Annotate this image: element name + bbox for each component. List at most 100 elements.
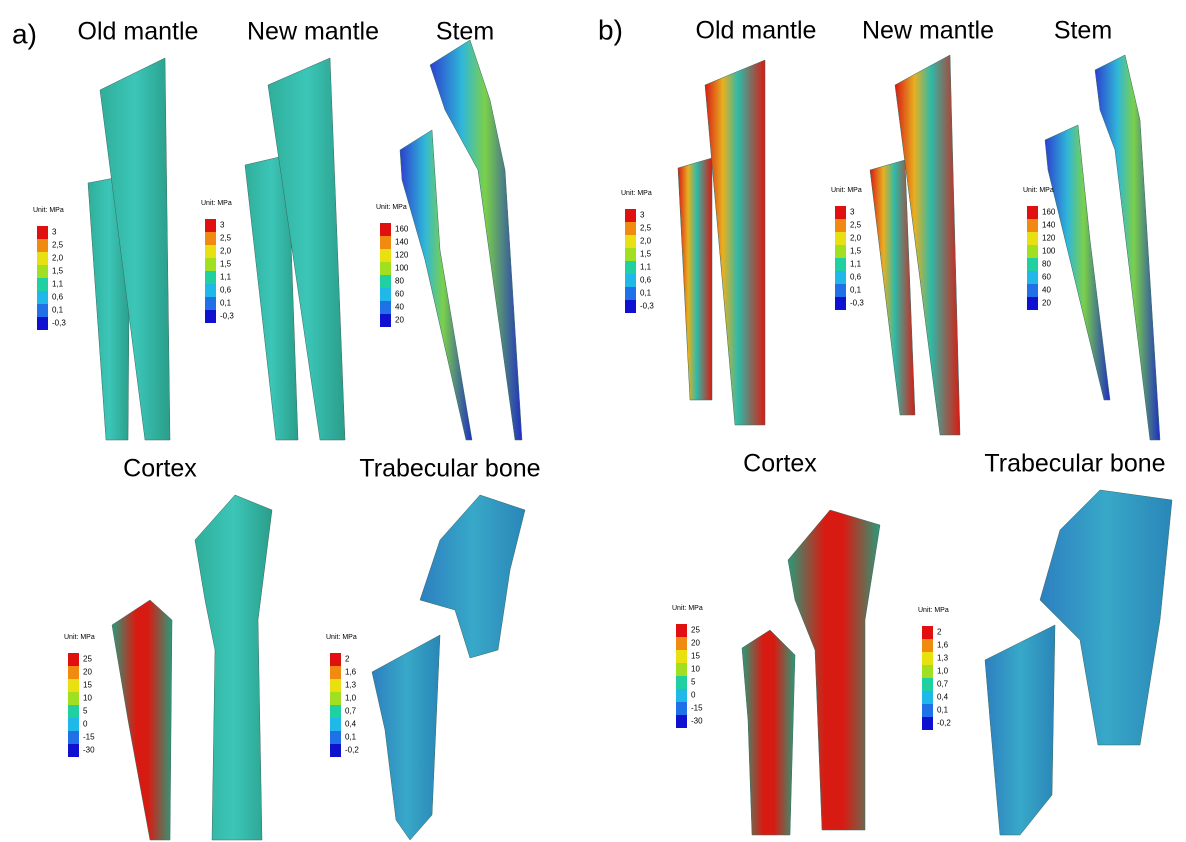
- legend-label: 100: [395, 264, 409, 273]
- legend-swatch: [205, 232, 216, 245]
- legend-label: 80: [395, 277, 404, 286]
- legend-label: 1,0: [345, 694, 357, 703]
- legend-swatch: [37, 304, 48, 317]
- legend-label: 0,1: [52, 306, 64, 315]
- legend-swatch: [330, 705, 341, 718]
- legend-swatch: [922, 691, 933, 704]
- legend-label: 0,1: [640, 289, 652, 298]
- legend-label: 120: [395, 251, 409, 260]
- model-render: [705, 60, 765, 425]
- legend-label: 140: [1042, 221, 1056, 230]
- legend-swatch: [835, 284, 846, 297]
- legend-label: 15: [691, 652, 700, 661]
- legend-swatch: [1027, 245, 1038, 258]
- legend-label: 0,7: [937, 680, 949, 689]
- group-title: Cortex: [743, 450, 817, 478]
- legend-swatch: [1027, 232, 1038, 245]
- legend-swatch: [380, 275, 391, 288]
- legend-swatch: [380, 249, 391, 262]
- legend-swatch: [676, 676, 687, 689]
- legend-unit: Unit: MPa: [201, 200, 232, 207]
- legend-label: 3: [640, 211, 645, 220]
- legend-swatch: [380, 314, 391, 327]
- legend-label: 10: [691, 665, 700, 674]
- legend-label: 5: [691, 678, 696, 687]
- legend-label: 0: [691, 691, 696, 700]
- legend-swatch: [380, 301, 391, 314]
- legend-swatch: [380, 236, 391, 249]
- legend-swatch: [835, 258, 846, 271]
- legend-unit: Unit: MPa: [831, 187, 862, 194]
- legend-swatch: [922, 678, 933, 691]
- legend-swatch: [68, 666, 79, 679]
- legend-swatch: [330, 744, 341, 757]
- model-render: [430, 40, 522, 440]
- legend-label: 2,0: [220, 247, 232, 256]
- model-render: [1045, 125, 1110, 400]
- legend-label: 1,1: [640, 263, 652, 272]
- legend-label: 2: [937, 628, 942, 637]
- legend-label: 2,5: [640, 224, 652, 233]
- legend-unit: Unit: MPa: [64, 634, 95, 641]
- legend-label: 20: [1042, 299, 1051, 308]
- legend-swatch: [625, 235, 636, 248]
- legend-label: 2,0: [850, 234, 862, 243]
- legend-swatch: [380, 262, 391, 275]
- model-render: [870, 160, 915, 415]
- legend-swatch: [37, 239, 48, 252]
- legend-label: 1,5: [52, 267, 64, 276]
- legend-label: 0,4: [345, 720, 357, 729]
- legend-swatch: [676, 624, 687, 637]
- legend-label: -30: [83, 746, 95, 755]
- legend-label: 2,5: [220, 234, 232, 243]
- legend-swatch: [37, 226, 48, 239]
- legend-label: 25: [83, 655, 92, 664]
- legend-swatch: [37, 265, 48, 278]
- legend-label: 160: [395, 225, 409, 234]
- model-render: [678, 158, 712, 400]
- legend-swatch: [676, 702, 687, 715]
- legend-swatch: [330, 692, 341, 705]
- legend-label: 0: [83, 720, 88, 729]
- legend-unit: Unit: MPa: [621, 190, 652, 197]
- legend-label: 60: [1042, 273, 1051, 282]
- legend-swatch: [835, 219, 846, 232]
- legend-swatch: [625, 209, 636, 222]
- legend-unit: Unit: MPa: [1023, 187, 1054, 194]
- legend-swatch: [330, 731, 341, 744]
- legend-label: -0,2: [937, 719, 951, 728]
- model-render: [112, 600, 172, 840]
- group-title: New mantle: [247, 18, 379, 46]
- legend-label: 1,3: [937, 654, 949, 663]
- legend-swatch: [676, 689, 687, 702]
- legend-swatch: [1027, 284, 1038, 297]
- legend-swatch: [37, 317, 48, 330]
- legend-swatch: [676, 637, 687, 650]
- legend-swatch: [625, 248, 636, 261]
- legend-swatch: [68, 653, 79, 666]
- legend-label: 140: [395, 238, 409, 247]
- legend-swatch: [37, 291, 48, 304]
- legend-swatch: [625, 222, 636, 235]
- legend-label: 1,1: [850, 260, 862, 269]
- legend-swatch: [835, 206, 846, 219]
- group-title: Old mantle: [696, 17, 817, 45]
- legend-label: -0,3: [52, 319, 66, 328]
- legend-label: -0,3: [640, 302, 654, 311]
- legend-swatch: [835, 232, 846, 245]
- legend-label: 0,1: [220, 299, 232, 308]
- legend-swatch: [330, 679, 341, 692]
- legend-unit: Unit: MPa: [376, 204, 407, 211]
- legend-swatch: [1027, 258, 1038, 271]
- legend-label: -0,3: [220, 312, 234, 321]
- legend-swatch: [68, 731, 79, 744]
- legend-label: 1,5: [220, 260, 232, 269]
- model-render: [420, 495, 525, 658]
- legend-swatch: [922, 665, 933, 678]
- legend-label: 1,1: [220, 273, 232, 282]
- legend-label: 3: [52, 228, 57, 237]
- panel-label: a): [12, 18, 37, 49]
- legend-label: 5: [83, 707, 88, 716]
- group-title: Stem: [1054, 17, 1112, 45]
- model-render: [372, 635, 440, 840]
